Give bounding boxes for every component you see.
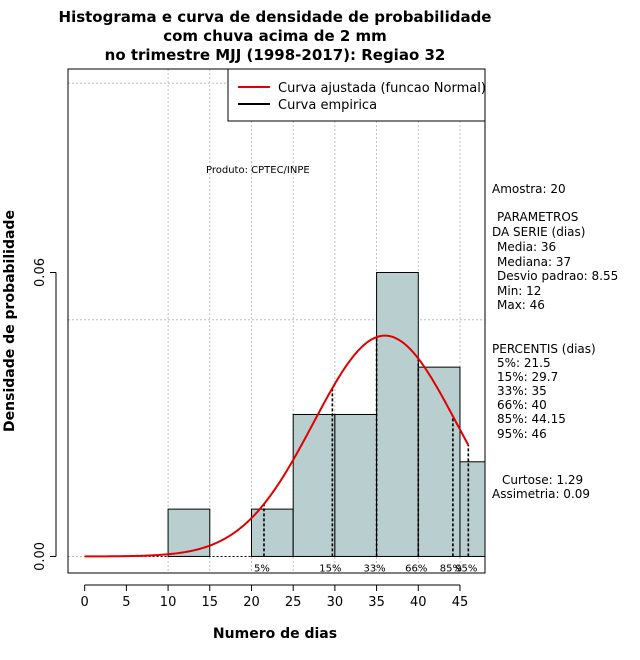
y-axis-title: Densidade de probabilidade bbox=[2, 210, 18, 432]
percentile-label-5: 95% bbox=[455, 563, 477, 574]
x-tick-label-8: 40 bbox=[410, 595, 427, 610]
x-tick-label-3: 15 bbox=[202, 595, 219, 610]
y-tick-label-1: 0.06 bbox=[33, 258, 48, 287]
stat-p33: 33%: 35 bbox=[497, 384, 547, 398]
stat-p95: 95%: 46 bbox=[497, 427, 547, 441]
stat-mediana: Mediana: 37 bbox=[497, 255, 571, 269]
histogram-bar-6 bbox=[417, 366, 461, 557]
legend: Curva ajustada (funcao Normal) Curva emp… bbox=[227, 68, 486, 122]
stat-params-header-2: DA SERIE (dias) bbox=[492, 225, 585, 239]
chart-title-line-1: Histograma e curva de densidade de proba… bbox=[59, 8, 492, 26]
stat-min: Min: 12 bbox=[497, 284, 541, 298]
fitted-curve bbox=[84, 334, 470, 558]
chart-title-line-3: no trimestre MJJ (1998-2017): Regiao 32 bbox=[105, 46, 446, 64]
stat-percentis-header: PERCENTIS (dias) bbox=[492, 342, 596, 356]
chart-title-line-2: com chuva acima de 2 mm bbox=[163, 27, 387, 45]
stat-p66: 66%: 40 bbox=[497, 398, 547, 412]
stat-desvio: Desvio padrao: 8.55 bbox=[497, 269, 618, 283]
legend-label-empirical: Curva empirica bbox=[278, 98, 377, 113]
percentile-label-2: 33% bbox=[363, 563, 385, 574]
x-axis-title: Numero de dias bbox=[213, 626, 337, 642]
percentile-label-3: 66% bbox=[405, 563, 427, 574]
x-tick-label-1: 5 bbox=[122, 595, 130, 610]
histogram-bar-0 bbox=[167, 508, 211, 557]
x-tick-label-7: 35 bbox=[368, 595, 385, 610]
y-tick-label-0: 0.00 bbox=[33, 542, 48, 571]
histogram-bar-3 bbox=[292, 413, 336, 557]
histogram-bar-2 bbox=[250, 508, 294, 557]
percentile-label-1: 15% bbox=[319, 563, 341, 574]
histogram-bar-7 bbox=[459, 461, 486, 557]
x-tick-label-6: 30 bbox=[327, 595, 344, 610]
percentile-label-4: 85% bbox=[440, 563, 462, 574]
stat-p15: 15%: 29.7 bbox=[497, 370, 558, 384]
x-tick-label-2: 10 bbox=[160, 595, 177, 610]
x-tick-label-4: 20 bbox=[243, 595, 260, 610]
stat-max: Max: 46 bbox=[497, 298, 545, 312]
stat-p5: 5%: 21.5 bbox=[497, 356, 551, 370]
stat-curtose: Curtose: 1.29 bbox=[502, 473, 583, 487]
product-annotation: Produto: CPTEC/INPE bbox=[206, 165, 310, 176]
stat-p85: 85%: 44.15 bbox=[497, 412, 566, 426]
x-tick-label-5: 25 bbox=[285, 595, 302, 610]
normal-curve bbox=[84, 334, 470, 558]
legend-label-fitted: Curva ajustada (funcao Normal) bbox=[278, 81, 486, 96]
stat-assimetria: Assimetria: 0.09 bbox=[492, 487, 590, 501]
legend-box bbox=[227, 68, 486, 122]
x-tick-label-0: 0 bbox=[81, 595, 89, 610]
stat-sample: Amostra: 20 bbox=[492, 182, 566, 196]
stats-panel: Amostra: 20 PARAMETROS DA SERIE (dias) M… bbox=[492, 182, 618, 501]
histogram-bars bbox=[84, 271, 486, 557]
stat-media: Media: 36 bbox=[497, 240, 556, 254]
histogram-bar-5 bbox=[376, 271, 419, 557]
percentile-label-0: 5% bbox=[254, 563, 270, 574]
y-axis: 0.00 0.06 bbox=[33, 258, 57, 571]
percentile-markers: 5% 15% 33% 66% 85%95% bbox=[254, 337, 477, 574]
histogram-bar-4 bbox=[334, 413, 378, 557]
stat-params-header-1: PARAMETROS bbox=[497, 210, 578, 224]
x-axis: 0 5 10 15 20 25 30 35 40 45 bbox=[81, 584, 469, 610]
x-tick-label-9: 45 bbox=[452, 595, 469, 610]
